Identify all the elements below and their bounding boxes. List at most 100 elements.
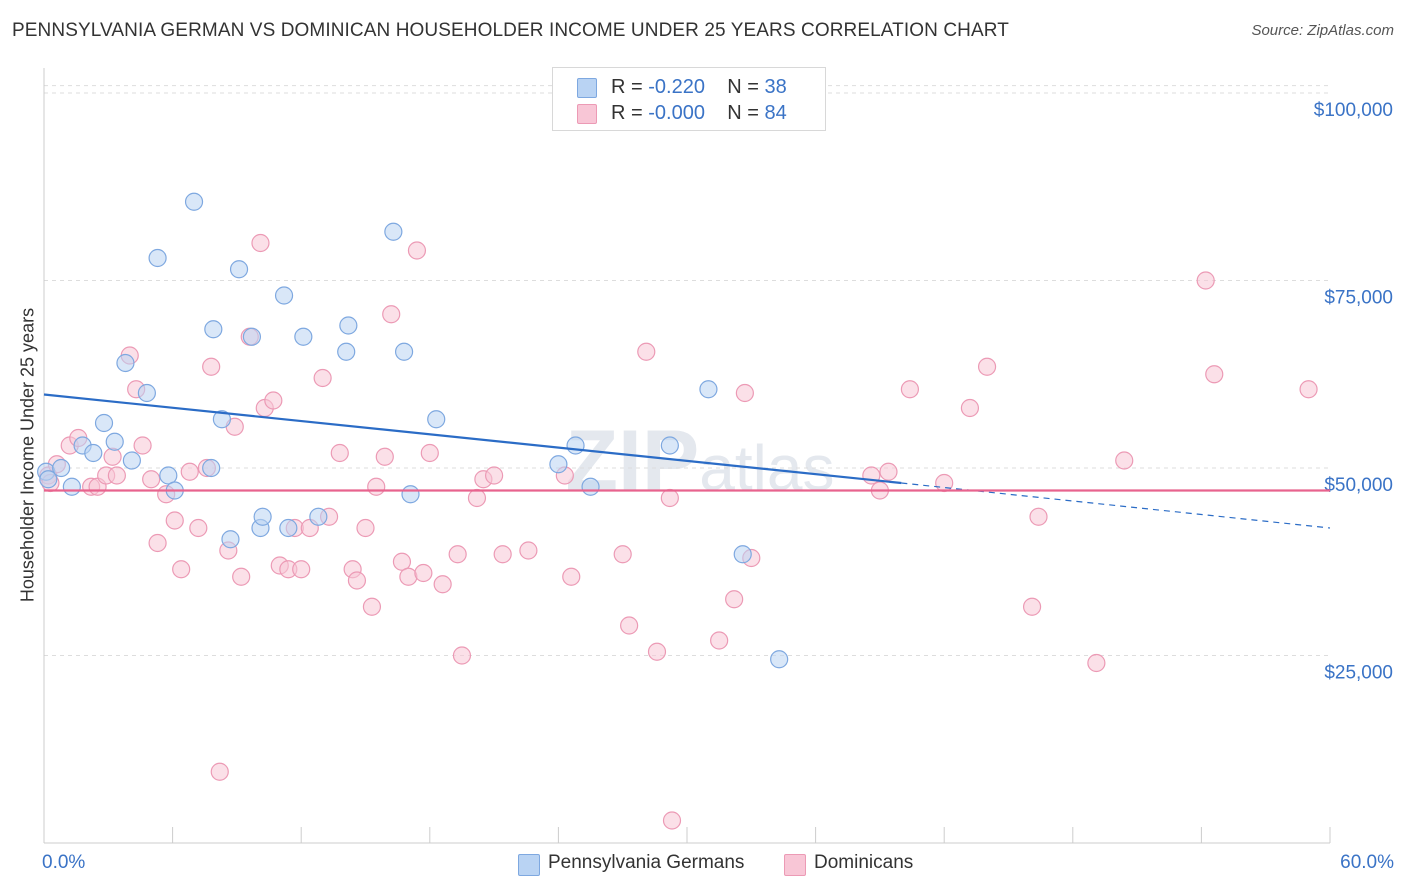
point-pennsylvania-germans <box>242 327 262 346</box>
point-dominicans <box>142 470 161 489</box>
point-dominicans <box>977 357 997 376</box>
legend-n-label: N = <box>727 76 765 98</box>
point-dominicans <box>1299 380 1318 399</box>
series-legend: Pennsylvania Germans Dominicans <box>0 852 1406 878</box>
point-pennsylvania-germans <box>660 436 679 455</box>
point-pennsylvania-germans <box>394 342 414 361</box>
point-dominicans <box>103 447 122 466</box>
point-pennsylvania-germans <box>116 353 135 373</box>
point-dominicans <box>356 518 375 538</box>
point-dominicans <box>900 380 920 399</box>
legend-n-label: N = <box>727 102 765 124</box>
point-dominicans <box>347 571 367 590</box>
point-pennsylvania-germans <box>384 222 403 241</box>
legend-r-label: R = <box>611 76 649 98</box>
point-dominicans <box>172 560 191 579</box>
point-dominicans <box>960 398 980 418</box>
point-dominicans <box>107 466 126 485</box>
point-dominicans <box>375 447 394 466</box>
point-dominicans <box>382 305 401 324</box>
point-dominicans <box>1022 597 1042 616</box>
point-pennsylvania-germans <box>274 286 294 305</box>
point-dominicans <box>1087 653 1106 673</box>
point-pennsylvania-germans <box>221 530 240 549</box>
point-pennsylvania-germans <box>279 518 298 538</box>
legend-r-value: -0.220 <box>648 76 705 98</box>
point-pennsylvania-germans <box>309 507 328 526</box>
point-dominicans <box>210 762 229 781</box>
point-dominicans <box>433 575 452 594</box>
point-pennsylvania-germans <box>62 477 81 496</box>
y-tick-label: $100,000 <box>1314 100 1393 121</box>
point-dominicans <box>660 488 679 508</box>
point-dominicans <box>399 567 418 586</box>
point-dominicans <box>637 342 656 361</box>
point-pennsylvania-germans <box>184 192 204 211</box>
point-dominicans <box>313 368 332 388</box>
legend-label: Dominicans <box>814 852 914 873</box>
point-dominicans <box>148 533 167 553</box>
legend-n-value: 38 <box>764 76 787 98</box>
point-dominicans <box>189 518 208 538</box>
point-dominicans <box>133 436 152 455</box>
legend-r-label: R = <box>611 102 649 124</box>
point-dominicans <box>392 552 412 571</box>
legend-swatch-blue <box>518 854 540 876</box>
point-pennsylvania-germans <box>122 451 141 470</box>
point-pennsylvania-germans <box>52 458 71 478</box>
y-tick-label: $75,000 <box>1324 288 1393 309</box>
point-pennsylvania-germans <box>253 507 272 526</box>
point-dominicans <box>647 642 667 661</box>
chart-title: PENNSYLVANIA GERMAN VS DOMINICAN HOUSEHO… <box>12 20 1009 41</box>
point-pennsylvania-germans <box>581 477 600 496</box>
point-dominicans <box>202 357 221 376</box>
point-dominicans <box>448 545 467 564</box>
legend-label: Pennsylvania Germans <box>548 852 745 873</box>
point-pennsylvania-germans <box>229 260 249 279</box>
point-pennsylvania-germans <box>204 320 223 339</box>
x-axis-max-label: 60.0% <box>1340 852 1394 873</box>
point-pennsylvania-germans <box>401 485 420 504</box>
point-dominicans <box>519 541 538 560</box>
point-pennsylvania-germans <box>159 466 178 485</box>
legend-swatch-blue <box>577 78 597 98</box>
point-dominicans <box>407 241 427 260</box>
point-dominicans <box>264 391 283 410</box>
point-dominicans <box>292 560 311 579</box>
point-dominicans <box>562 567 581 586</box>
point-pennsylvania-germans <box>39 470 58 489</box>
point-dominicans <box>485 466 504 485</box>
point-dominicans <box>420 443 439 463</box>
point-dominicans <box>493 545 512 564</box>
point-dominicans <box>935 473 954 493</box>
point-dominicans <box>620 616 639 635</box>
point-dominicans <box>662 811 682 830</box>
point-pennsylvania-germans <box>94 413 114 433</box>
point-dominicans <box>1029 507 1048 526</box>
point-dominicans <box>710 631 729 650</box>
point-pennsylvania-germans <box>137 383 156 403</box>
point-dominicans <box>232 567 251 586</box>
point-dominicans <box>725 590 744 609</box>
point-dominicans <box>180 462 199 481</box>
source-label: Source: ZipAtlas.com <box>1251 22 1394 39</box>
point-dominicans <box>1196 271 1215 290</box>
point-dominicans <box>735 383 754 403</box>
point-dominicans <box>367 477 386 496</box>
correlation-legend: R = -0.220 N = 38 R = -0.000 N = 84 <box>552 67 826 131</box>
point-dominicans <box>452 646 472 665</box>
point-pennsylvania-germans <box>770 650 789 669</box>
legend-n-value: 84 <box>764 102 787 124</box>
x-axis-min-label: 0.0% <box>42 852 86 873</box>
point-pennsylvania-germans <box>337 342 356 361</box>
point-dominicans <box>251 233 270 253</box>
watermark: ZIPatlas <box>566 413 835 509</box>
legend-swatch-pink <box>784 854 806 876</box>
trend-line-pennsylvania-germans <box>43 393 902 485</box>
point-dominicans <box>362 597 382 616</box>
legend-r-value: -0.000 <box>648 102 705 124</box>
point-dominicans <box>613 545 632 564</box>
point-pennsylvania-germans <box>84 443 103 463</box>
point-pennsylvania-germans <box>549 455 568 474</box>
